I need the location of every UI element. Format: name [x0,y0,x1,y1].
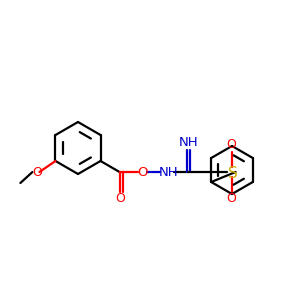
Text: NH: NH [159,166,178,178]
Text: S: S [228,166,237,181]
Text: O: O [116,193,125,206]
Text: O: O [226,193,236,206]
Text: NH: NH [179,136,198,149]
Text: O: O [32,166,42,178]
Text: O: O [226,139,236,152]
Text: O: O [137,166,148,178]
